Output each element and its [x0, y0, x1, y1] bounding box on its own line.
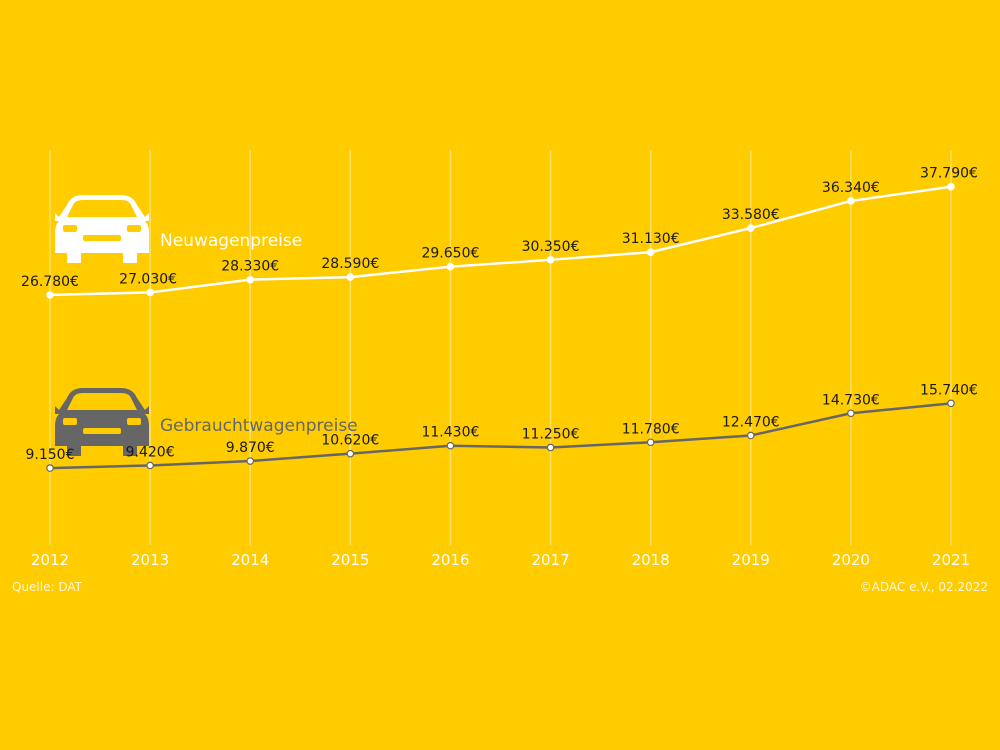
x-tick-label: 2017 [531, 551, 569, 569]
car-icon [55, 195, 149, 263]
credit-label: ©ADAC e.V., 02.2022 [860, 580, 988, 594]
data-label: 31.130€ [622, 231, 680, 247]
data-label: 28.590€ [321, 256, 379, 272]
legend-label-used: Gebrauchtwagenpreise [160, 416, 358, 436]
data-label: 11.250€ [522, 426, 580, 442]
series-line-new-cars [49, 185, 952, 297]
data-label: 9.150€ [26, 447, 75, 463]
series-line-used-cars [49, 402, 952, 470]
data-label: 29.650€ [421, 246, 479, 262]
x-tick-label: 2018 [632, 551, 670, 569]
series-layer: 26.780€ 27.030€ 28.330€ 28.590€ 29.650€ 30.35… [21, 166, 978, 472]
data-point [146, 288, 154, 297]
data-label: 12.470€ [722, 414, 780, 430]
data-point [546, 256, 555, 264]
x-tick-label: 2012 [31, 551, 69, 569]
data-point [746, 224, 755, 232]
data-label: 9.420€ [126, 444, 175, 460]
data-label: 11.780€ [622, 421, 680, 437]
data-label: 26.780€ [21, 274, 79, 290]
x-tick-label: 2016 [431, 551, 469, 569]
data-point [46, 464, 54, 472]
legend-new-cars: Neuwagenpreise [55, 195, 302, 263]
data-label: 15.740€ [920, 382, 978, 398]
grid-lines [49, 150, 952, 545]
x-tick-label: 2014 [231, 551, 269, 569]
legend-used-cars: Gebrauchtwagenpreise [55, 388, 358, 456]
x-tick-label: 2019 [732, 551, 770, 569]
data-label: 27.030€ [119, 271, 177, 287]
data-point [346, 449, 355, 458]
data-label: 36.340€ [822, 180, 880, 196]
data-point [847, 409, 855, 418]
x-axis: 2012 2013 2014 2015 2016 2017 2018 2019 2020 2021 [31, 551, 970, 569]
x-tick-label: 2020 [832, 551, 870, 569]
data-label: 30.350€ [522, 239, 580, 255]
data-point [446, 262, 455, 271]
data-label: 14.730€ [822, 392, 880, 408]
data-point [246, 457, 255, 465]
data-label: 33.580€ [722, 207, 780, 223]
source-label: Quelle: DAT [12, 580, 83, 594]
data-point [646, 248, 655, 256]
data-point [346, 273, 355, 281]
data-label: 9.870€ [226, 440, 275, 456]
data-point [646, 438, 655, 447]
data-point [746, 431, 755, 440]
data-point [847, 197, 855, 205]
data-point [46, 291, 54, 299]
data-point [947, 399, 955, 408]
data-label: 11.430€ [421, 425, 479, 441]
data-point [446, 441, 455, 450]
data-label: 28.330€ [221, 259, 279, 275]
data-point [146, 461, 154, 470]
x-tick-label: 2013 [131, 551, 169, 569]
x-tick-label: 2015 [331, 551, 369, 569]
data-point [947, 182, 955, 191]
x-tick-label: 2021 [932, 551, 970, 569]
legend-label-new: Neuwagenpreise [160, 231, 302, 251]
data-label: 37.790€ [920, 166, 978, 182]
data-point [246, 275, 255, 284]
car-icon [55, 388, 149, 456]
data-label: 10.620€ [321, 433, 379, 449]
data-point [546, 443, 555, 452]
